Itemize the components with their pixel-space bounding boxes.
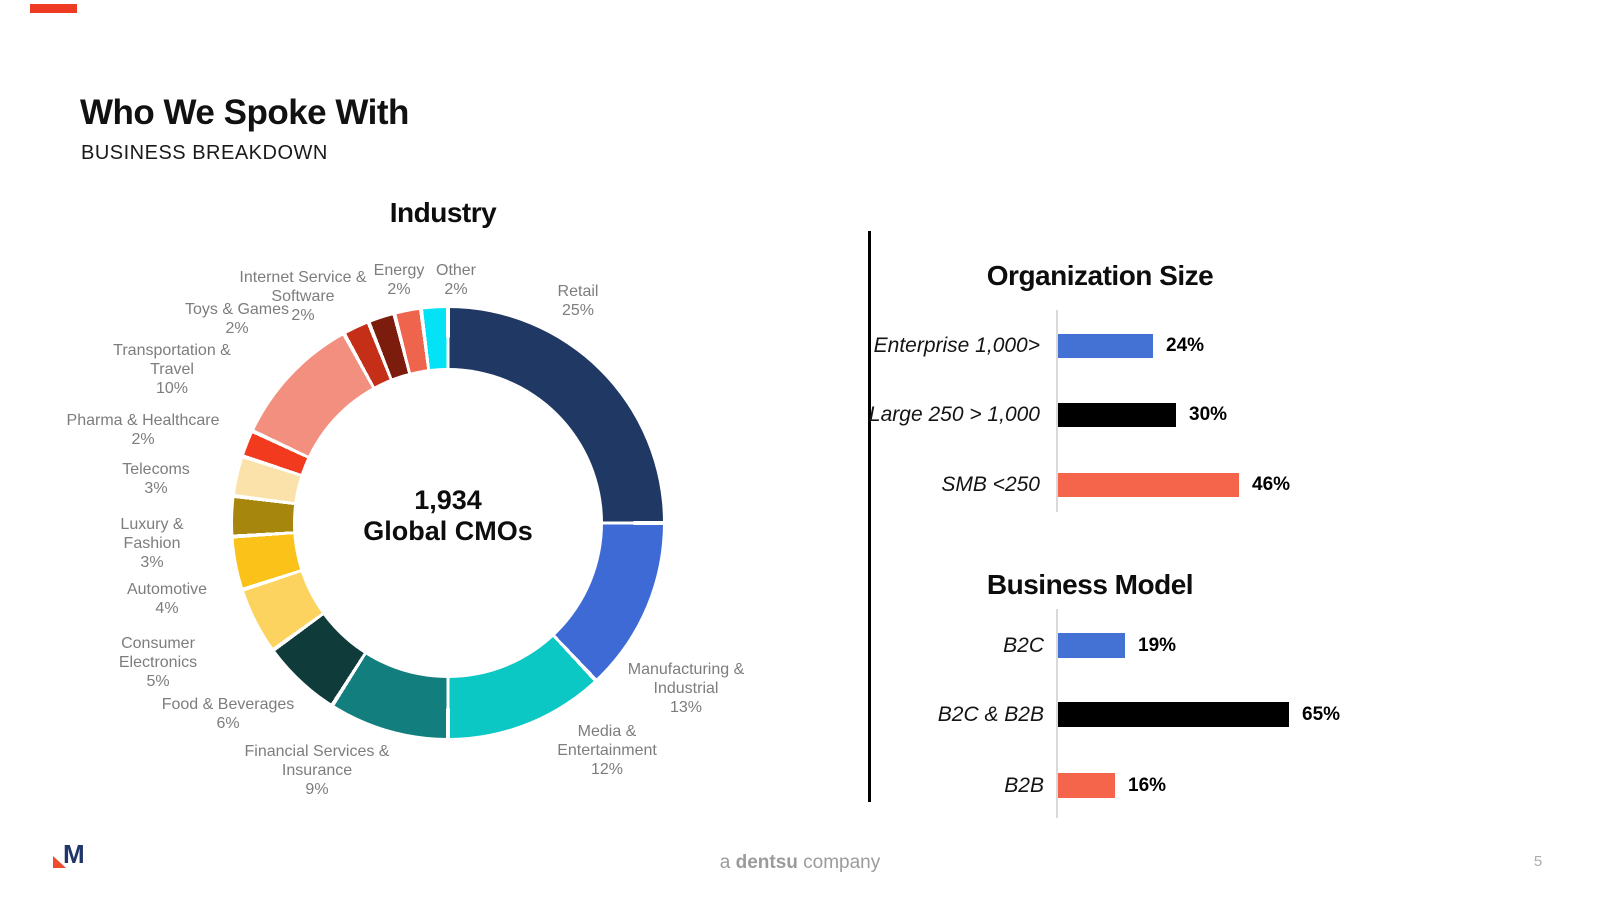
footer-brand-text: a dentsu company bbox=[0, 852, 1600, 874]
donut-slice-label: Media & Entertainment 12% bbox=[557, 723, 657, 778]
donut-slice-label: Internet Service & Software 2% bbox=[239, 269, 367, 324]
bar bbox=[1058, 473, 1239, 497]
top-left-accent-bar bbox=[30, 4, 77, 13]
bar-value-label: 16% bbox=[1128, 774, 1167, 796]
footer-brand-prefix: a bbox=[719, 852, 731, 873]
donut-slice-label: Automotive 4% bbox=[126, 581, 208, 617]
donut-slice-label: Pharma & Healthcare 2% bbox=[66, 412, 220, 448]
donut-slice-label: Consumer Electronics 5% bbox=[118, 635, 198, 690]
bar-value-label: 30% bbox=[1189, 404, 1228, 425]
bar-value-label: 19% bbox=[1138, 634, 1177, 656]
page-number: 5 bbox=[1533, 853, 1543, 870]
bar-category-label: SMB <250 bbox=[941, 473, 1040, 496]
bar-category-label: B2C bbox=[1003, 633, 1044, 657]
bar bbox=[1058, 403, 1176, 427]
industry-chart-title: Industry bbox=[389, 197, 497, 228]
donut-slice-label: Telecoms 3% bbox=[122, 461, 190, 497]
page-title: Who We Spoke With bbox=[80, 93, 409, 132]
page-subtitle: BUSINESS BREAKDOWN bbox=[81, 142, 328, 164]
donut-center-caption: Global CMOs bbox=[363, 516, 533, 546]
bar-value-label: 65% bbox=[1302, 703, 1341, 725]
donut-center-count: 1,934 bbox=[414, 485, 482, 515]
donut-slice-label: Energy 2% bbox=[373, 262, 425, 298]
donut-slice-label: Financial Services & Insurance 9% bbox=[244, 743, 390, 798]
donut-slice-label: Manufacturing & Industrial 13% bbox=[627, 661, 745, 716]
footer-brand-suffix: company bbox=[803, 852, 881, 873]
donut-slice-label: Retail 25% bbox=[557, 283, 599, 319]
donut-slice-label: Toys & Games 2% bbox=[184, 301, 290, 337]
bar-category-label: Enterprise 1,000> bbox=[873, 334, 1040, 357]
industry-donut-chart: 1,934 Global CMOs bbox=[233, 308, 663, 738]
donut-slice-label: Food & Beverages 6% bbox=[161, 696, 295, 732]
bar-chart-axis-line bbox=[1056, 310, 1058, 512]
business-model-chart-title: Business Model bbox=[986, 569, 1194, 600]
bar-category-label: B2B bbox=[1004, 773, 1044, 797]
donut-slice-label: Luxury & Fashion 3% bbox=[120, 516, 184, 571]
bar bbox=[1058, 633, 1125, 658]
merkle-logo-letter: M bbox=[63, 839, 85, 869]
organization-size-chart-title: Organization Size bbox=[986, 260, 1214, 291]
bar bbox=[1058, 702, 1289, 727]
donut-center-label: 1,934 Global CMOs bbox=[363, 485, 533, 547]
bar-chart-axis-line bbox=[1056, 609, 1058, 818]
bar-category-label: B2C & B2B bbox=[937, 702, 1044, 726]
footer-brand-name: dentsu bbox=[735, 852, 798, 873]
donut-slice-label: Transportation & Travel 10% bbox=[113, 342, 231, 397]
donut-slice-label: Other 2% bbox=[435, 262, 477, 298]
bar-value-label: 24% bbox=[1166, 335, 1205, 356]
bar bbox=[1058, 773, 1115, 798]
donut-hole: 1,934 Global CMOs bbox=[293, 368, 603, 678]
bar-value-label: 46% bbox=[1252, 474, 1291, 495]
bar bbox=[1058, 334, 1153, 358]
bar-category-label: Large 250 > 1,000 bbox=[868, 403, 1040, 426]
section-divider-line bbox=[868, 231, 871, 802]
